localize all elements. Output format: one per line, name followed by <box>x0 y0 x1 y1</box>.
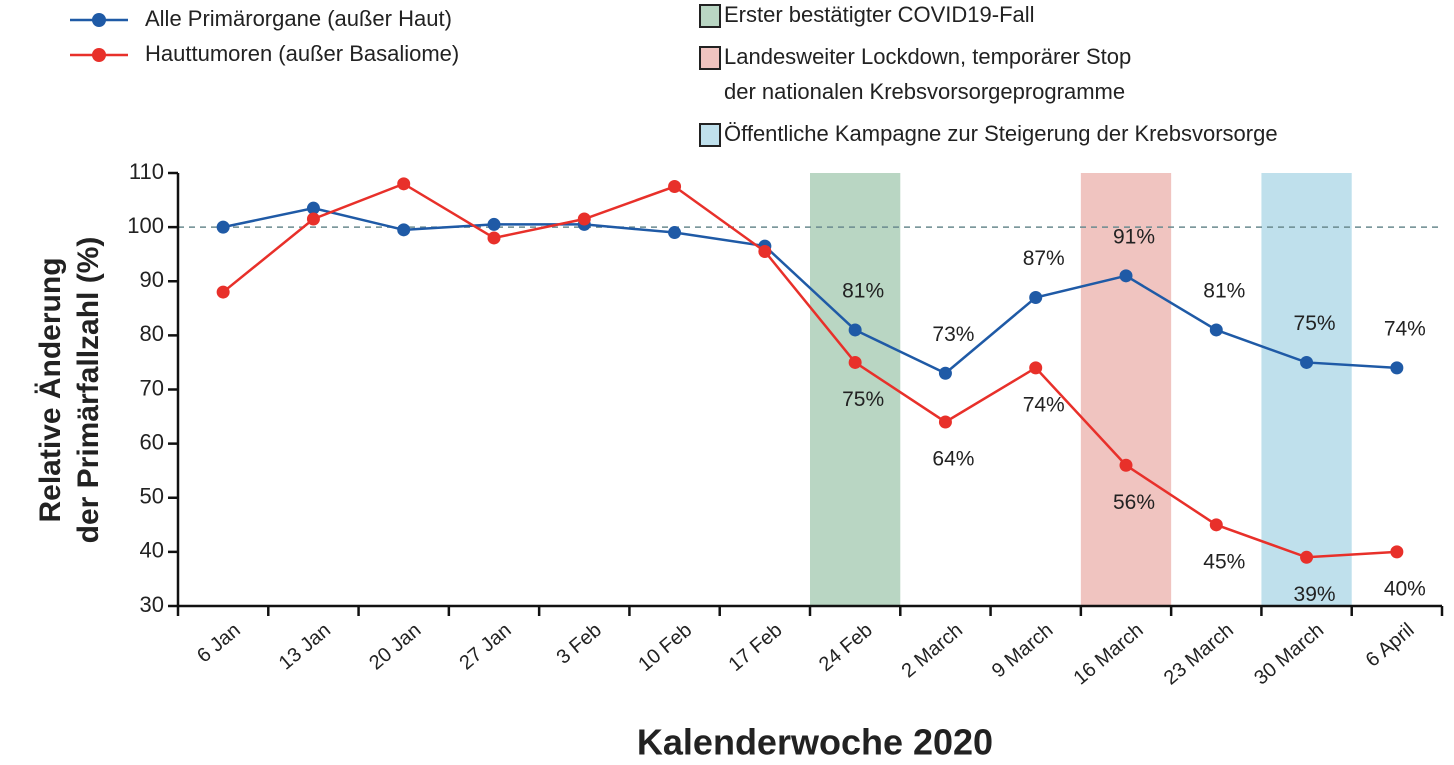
data-point <box>487 217 501 231</box>
data-point <box>1390 545 1404 559</box>
x-tick-label: 17 Feb <box>725 619 787 676</box>
series-line <box>222 182 1397 559</box>
data-label: 81% <box>842 280 884 303</box>
data-point <box>487 231 501 245</box>
data-label: 74% <box>1023 393 1065 416</box>
legend-label: Alle Primärorgane (außer Haut) <box>145 6 452 31</box>
y-tick-label: 90 <box>140 267 164 292</box>
data-point <box>397 223 411 237</box>
x-tick-label: 6 April <box>1362 619 1419 672</box>
x-tick-label: 24 Feb <box>815 619 877 676</box>
x-tick-label: 16 March <box>1070 619 1148 689</box>
data-label: 73% <box>932 323 974 346</box>
x-tick-label: 6 Jan <box>193 619 245 667</box>
data-label: 75% <box>1294 312 1336 335</box>
data-point <box>668 180 682 194</box>
y-axis-label: der Primärfallzahl (%) <box>72 237 105 544</box>
data-point <box>397 177 411 191</box>
data-label: 40% <box>1384 577 1426 600</box>
x-tick-label: 30 March <box>1250 619 1328 689</box>
legend-marker <box>92 13 106 27</box>
x-tick-label: 23 March <box>1160 619 1238 689</box>
y-axis-label: Relative Änderung <box>34 257 67 522</box>
data-label: 91% <box>1113 225 1155 248</box>
legend-swatch <box>699 4 721 28</box>
legend-marker <box>92 48 106 62</box>
shaded-band <box>1080 173 1172 606</box>
x-tick-label: 2 March <box>898 619 967 682</box>
data-point <box>1300 550 1314 564</box>
legend-swatch <box>699 46 721 70</box>
data-point <box>938 366 952 380</box>
data-point <box>1029 361 1043 375</box>
data-point <box>1390 361 1404 375</box>
data-label: 81% <box>1203 280 1245 303</box>
y-tick-label: 50 <box>140 484 164 509</box>
x-tick-label: 27 Jan <box>455 619 515 674</box>
y-tick-label: 30 <box>140 592 164 617</box>
data-point <box>216 220 230 234</box>
data-point <box>1300 355 1314 369</box>
data-point <box>216 285 230 299</box>
x-tick-label: 13 Jan <box>275 619 335 674</box>
legend-swatch <box>699 123 721 147</box>
y-tick-label: 110 <box>129 159 164 184</box>
legend-label: Erster bestätigter COVID19-Fall <box>724 2 1035 27</box>
legend-label: Hauttumoren (außer Basaliome) <box>145 41 459 66</box>
y-tick-label: 40 <box>140 538 164 563</box>
series-line <box>222 206 1397 375</box>
data-label: 74% <box>1384 317 1426 340</box>
data-point <box>306 212 320 226</box>
legend-label: Öffentliche Kampagne zur Steigerung der … <box>724 121 1278 146</box>
x-tick-label: 3 Feb <box>553 619 606 669</box>
y-tick-label: 100 <box>127 213 164 238</box>
data-point <box>1209 323 1223 337</box>
data-point <box>1119 458 1133 472</box>
data-label: 75% <box>842 388 884 411</box>
x-axis-label: Kalenderwoche 2020 <box>637 722 993 763</box>
data-point <box>306 201 320 215</box>
y-tick-label: 80 <box>140 321 164 346</box>
data-point <box>1209 518 1223 532</box>
x-tick-label: 20 Jan <box>365 619 425 674</box>
data-point <box>1029 290 1043 304</box>
data-label: 45% <box>1203 550 1245 573</box>
x-tick-label: 9 March <box>988 619 1057 682</box>
x-tick-label: 10 Feb <box>634 619 696 676</box>
data-label: 87% <box>1023 247 1065 270</box>
data-point <box>668 226 682 240</box>
data-label: 39% <box>1294 583 1336 606</box>
legend-label: Landesweiter Lockdown, temporärer Stop <box>724 44 1131 69</box>
data-point <box>938 415 952 429</box>
data-point <box>758 244 772 258</box>
shaded-band <box>810 173 901 606</box>
legend-label: der nationalen Krebsvorsorgeprogramme <box>724 79 1125 104</box>
data-point <box>848 355 862 369</box>
shaded-band <box>1261 173 1352 606</box>
y-tick-label: 60 <box>140 429 164 454</box>
data-label: 56% <box>1113 491 1155 514</box>
data-point <box>577 212 591 226</box>
data-point <box>1119 269 1133 283</box>
y-tick-label: 70 <box>140 375 164 400</box>
data-label: 64% <box>932 448 974 471</box>
data-point <box>848 323 862 337</box>
